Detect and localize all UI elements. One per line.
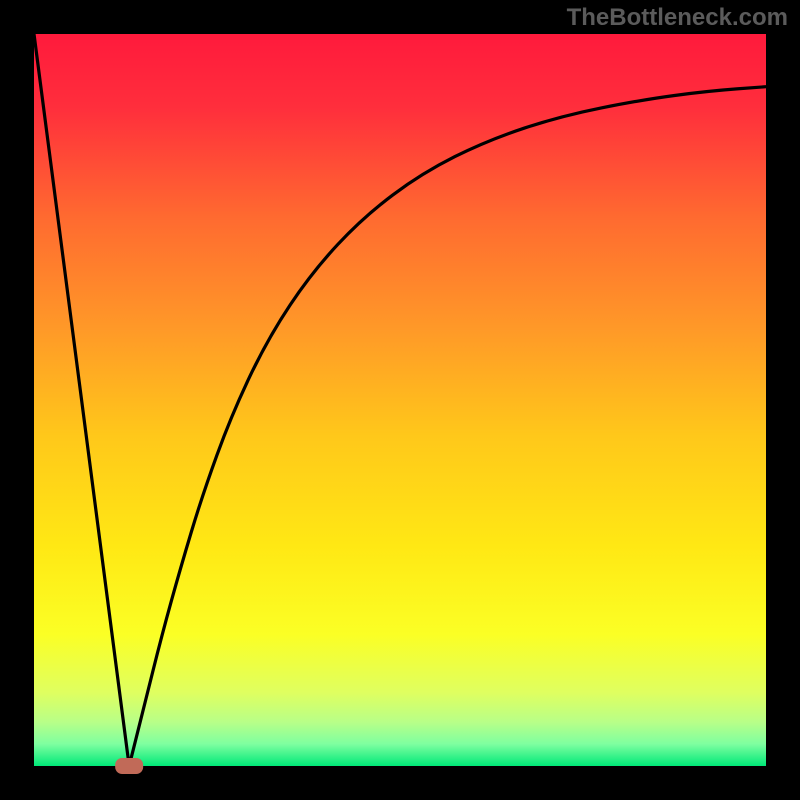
bottleneck-chart	[0, 0, 800, 800]
optimum-marker	[115, 758, 143, 774]
chart-frame: TheBottleneck.com	[0, 0, 800, 800]
plot-background	[34, 34, 766, 766]
